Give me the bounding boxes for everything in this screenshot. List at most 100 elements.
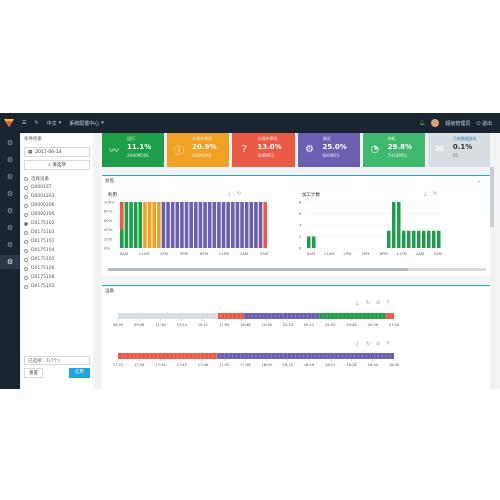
list-item[interactable]: D0175102 bbox=[24, 219, 90, 228]
radio-button[interactable] bbox=[24, 239, 28, 244]
card-missing-data[interactable]: ✉ 已有数据缺失 0.1% 0S bbox=[427, 133, 491, 167]
radio-button[interactable] bbox=[24, 257, 28, 262]
menu-icon[interactable]: ☰ bbox=[22, 120, 27, 126]
list-item[interactable]: D0000206 bbox=[24, 201, 90, 210]
card-sub: 6H0M2S bbox=[322, 153, 340, 158]
app-frame: ☰ ↻ 中文 ▾ 系统配置中心 ▾ 🔔︎ 超级管理员 ⏻ 退出 ⚙ ⚙ ⚙ ⚙ … bbox=[0, 113, 500, 390]
apply-button[interactable]: 应用 bbox=[69, 368, 90, 378]
radio-button[interactable] bbox=[24, 248, 28, 253]
bar bbox=[402, 230, 406, 248]
zoom-reset-icon[interactable]: ⊙ bbox=[376, 341, 381, 347]
bar-segment bbox=[120, 229, 124, 248]
bar-segment bbox=[133, 202, 138, 248]
radio-button[interactable] bbox=[24, 266, 28, 271]
refresh-icon[interactable]: ↻ bbox=[34, 120, 39, 126]
list-item[interactable]: D0175101 bbox=[24, 237, 90, 246]
sidebar-item-settings[interactable]: ⚙ bbox=[0, 136, 20, 150]
list-item[interactable]: D0001ST bbox=[24, 183, 90, 192]
tick-label: 11:36 bbox=[155, 323, 166, 327]
list-item[interactable]: D0175105 bbox=[24, 255, 90, 264]
x-tick-label: 2PM bbox=[160, 251, 168, 256]
x-tick-label: 11AM bbox=[139, 251, 150, 256]
logout-button[interactable]: ⏻ 退出 bbox=[476, 120, 492, 127]
notification-icon[interactable]: 🔔︎ bbox=[419, 120, 426, 126]
language-selector[interactable]: 中文 ▾ bbox=[47, 120, 62, 127]
list-item[interactable]: D0175106 bbox=[24, 264, 90, 273]
bar-segment bbox=[129, 202, 133, 248]
radio-button[interactable] bbox=[24, 284, 28, 289]
horizontal-scrollbar[interactable] bbox=[108, 268, 486, 271]
list-item[interactable]: D0001203 bbox=[24, 192, 90, 201]
card-planned-stop[interactable]: ⓘ 计划外停机 20.9% 5H2M26S bbox=[167, 133, 230, 167]
date-picker[interactable]: ▦ 2017-06-14 bbox=[24, 147, 90, 157]
bar-segment bbox=[203, 202, 207, 248]
bars bbox=[120, 202, 267, 248]
card-debug[interactable]: ⚙ 调试 25.0% 6H0M2S bbox=[297, 133, 360, 167]
refresh-icon[interactable]: ↻ bbox=[366, 300, 371, 306]
card-sub: 7H10M5S bbox=[387, 153, 407, 158]
radio-button[interactable] bbox=[24, 230, 28, 235]
card-unplanned-stop[interactable]: ? 计划外停机 13.0% 3H8M5S bbox=[232, 133, 295, 167]
icon-sidebar: ⚙ ⚙ ⚙ ⚙ ⚙ ⚙ ⚙ ⚙ bbox=[0, 133, 20, 389]
download-icon[interactable]: ⤓ bbox=[356, 300, 359, 306]
list-item[interactable]: D0175103 bbox=[24, 228, 90, 237]
scrollbar-thumb[interactable] bbox=[490, 167, 494, 227]
list-item[interactable]: D0000100 bbox=[24, 210, 90, 219]
radio-button[interactable] bbox=[24, 212, 28, 217]
user-name[interactable]: 超级管理员 bbox=[445, 120, 471, 127]
card-idle[interactable]: ◔ 待机 29.8% 7H10M5S bbox=[362, 133, 425, 167]
tick-label: 15:12 bbox=[198, 323, 208, 327]
radio-button[interactable] bbox=[24, 185, 28, 190]
refresh-icon[interactable]: ↻ bbox=[237, 191, 242, 197]
refresh-icon[interactable]: ↻ bbox=[433, 191, 438, 197]
list-item[interactable]: 选择设备 bbox=[24, 174, 90, 183]
radio-button-selected[interactable] bbox=[24, 221, 28, 226]
download-icon[interactable]: ⤓ bbox=[424, 191, 427, 197]
fullscreen-icon[interactable]: ⤧ bbox=[386, 341, 391, 347]
scrollbar-thumb[interactable] bbox=[108, 268, 408, 271]
sidebar-item-users[interactable]: ⚙ bbox=[0, 221, 20, 235]
vertical-scrollbar[interactable] bbox=[490, 167, 494, 389]
timeline-segment bbox=[217, 313, 245, 319]
bar-segment bbox=[143, 202, 147, 248]
search-options-button[interactable]: ⌕ 清选项 bbox=[24, 160, 90, 170]
sidebar-item-reports[interactable]: ⚙ bbox=[0, 204, 20, 218]
device-label: D0175108 bbox=[31, 275, 55, 280]
fullscreen-icon[interactable]: ⤧ bbox=[386, 300, 391, 306]
tick-label: 08:00 bbox=[113, 323, 124, 327]
chevron-down-icon[interactable]: ⌄ bbox=[477, 178, 482, 184]
sidebar-item-devices[interactable]: ⚙ bbox=[0, 170, 20, 184]
list-item[interactable]: D0175101 bbox=[24, 282, 90, 291]
list-item[interactable]: D0175104 bbox=[24, 246, 90, 255]
chevron-down-icon: ▾ bbox=[58, 120, 62, 126]
refresh-icon[interactable]: ↻ bbox=[366, 341, 371, 347]
selection-status-field[interactable]: 已选择：1(7个) bbox=[24, 356, 90, 365]
bar-segment bbox=[147, 202, 152, 248]
status-cards: 〰 运行 11.1% 2H40M50S ⓘ 计划外停机 20.9% 5H2M26… bbox=[102, 133, 491, 167]
checkbox[interactable] bbox=[24, 176, 28, 181]
card-run[interactable]: 〰 运行 11.1% 2H40M50S bbox=[102, 133, 165, 167]
list-item[interactable]: D0175108 bbox=[24, 273, 90, 282]
pulse-icon: 〰 bbox=[109, 145, 119, 157]
card-title: 计划外停机 bbox=[192, 136, 213, 141]
sidebar-item-config[interactable]: ⚙ bbox=[0, 153, 20, 167]
reset-button[interactable]: 重置 bbox=[24, 368, 43, 378]
tick-label: 18:34 bbox=[368, 363, 379, 367]
radio-button[interactable] bbox=[24, 203, 28, 208]
x-tick-label: 5PM bbox=[180, 251, 188, 256]
bar bbox=[387, 230, 391, 248]
tick-label: 18:10 bbox=[283, 363, 294, 367]
system-menu[interactable]: 系统配置中心 ▾ bbox=[69, 120, 104, 127]
y-tick-label: 2 bbox=[299, 234, 302, 239]
sidebar-item-dashboard[interactable]: ⚙ bbox=[0, 255, 20, 269]
filter-panel-title: 条件检索 bbox=[24, 137, 42, 142]
sidebar-item-system[interactable]: ⚙ bbox=[0, 238, 20, 252]
download-icon[interactable]: ⤓ bbox=[228, 191, 231, 197]
avatar[interactable] bbox=[431, 119, 440, 127]
download-icon[interactable]: ⤓ bbox=[356, 341, 359, 347]
timeline-segment bbox=[319, 313, 386, 319]
radio-button[interactable] bbox=[24, 194, 28, 199]
radio-button[interactable] bbox=[24, 275, 28, 280]
sidebar-item-analysis[interactable]: ⚙ bbox=[0, 187, 20, 201]
zoom-reset-icon[interactable]: ⊙ bbox=[376, 300, 381, 306]
